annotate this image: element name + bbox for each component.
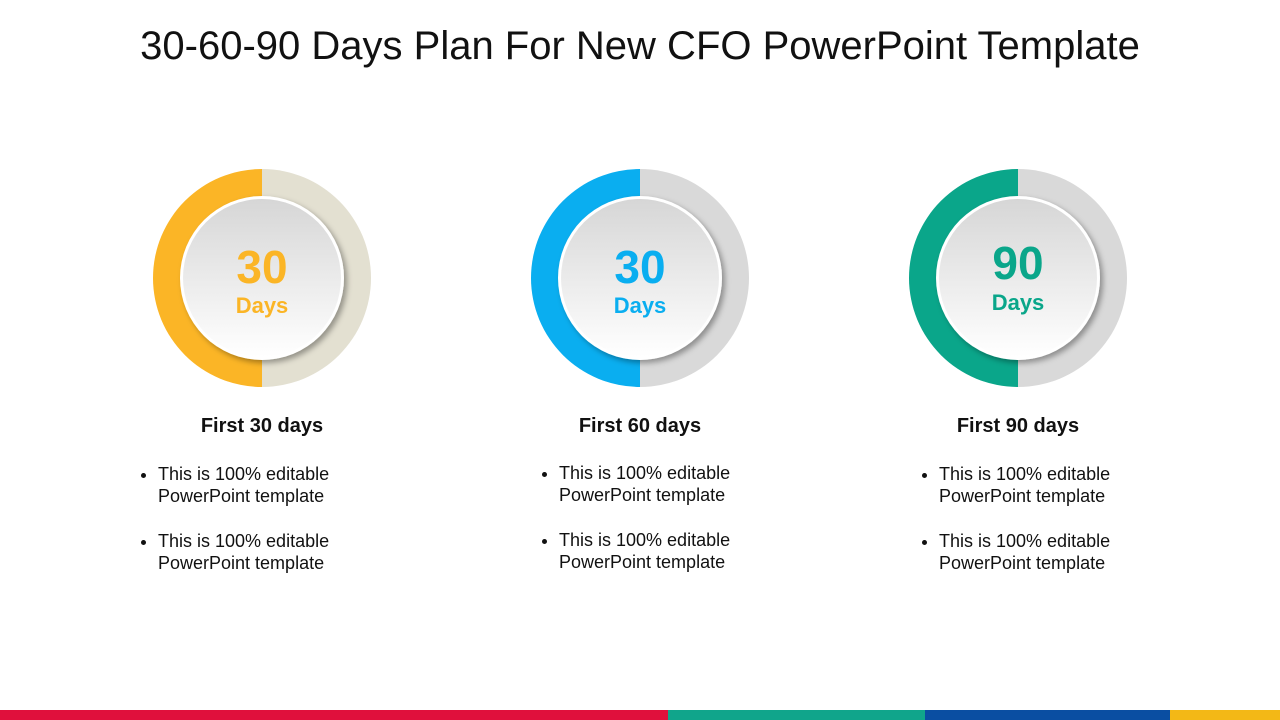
bullet: This is 100% editable PowerPoint templat… [158,463,378,507]
card-unit: Days [613,293,667,318]
card-number: 30 [614,241,666,293]
card-number: 90 [992,237,1044,289]
bullet: This is 100% editable PowerPoint templat… [559,529,779,573]
bullet: This is 100% editable PowerPoint templat… [158,530,378,574]
footer-bar [1170,710,1280,720]
slide-title: 30-60-90 Days Plan For New CFO PowerPoin… [140,24,1140,68]
card-unit: Days [991,290,1045,315]
footer-bar [0,710,668,720]
card-heading: First 30 days [200,415,324,437]
card-heading: First 60 days [578,415,702,437]
ring-2 [531,169,749,387]
ring-1 [153,169,371,387]
bullet: This is 100% editable PowerPoint templat… [559,462,779,506]
footer-bar [925,710,1170,720]
card-heading: First 90 days [956,415,1080,437]
card-number: 30 [236,241,288,293]
card-unit: Days [235,293,289,318]
bullet-list: This is 100% editable PowerPoint templat… [909,463,1159,597]
footer-bar [668,710,925,720]
bullet: This is 100% editable PowerPoint templat… [939,463,1159,507]
bullet-list: This is 100% editable PowerPoint templat… [128,463,378,597]
bullet-list: This is 100% editable PowerPoint templat… [529,462,779,596]
bullet: This is 100% editable PowerPoint templat… [939,530,1159,574]
ring-3 [909,169,1127,387]
